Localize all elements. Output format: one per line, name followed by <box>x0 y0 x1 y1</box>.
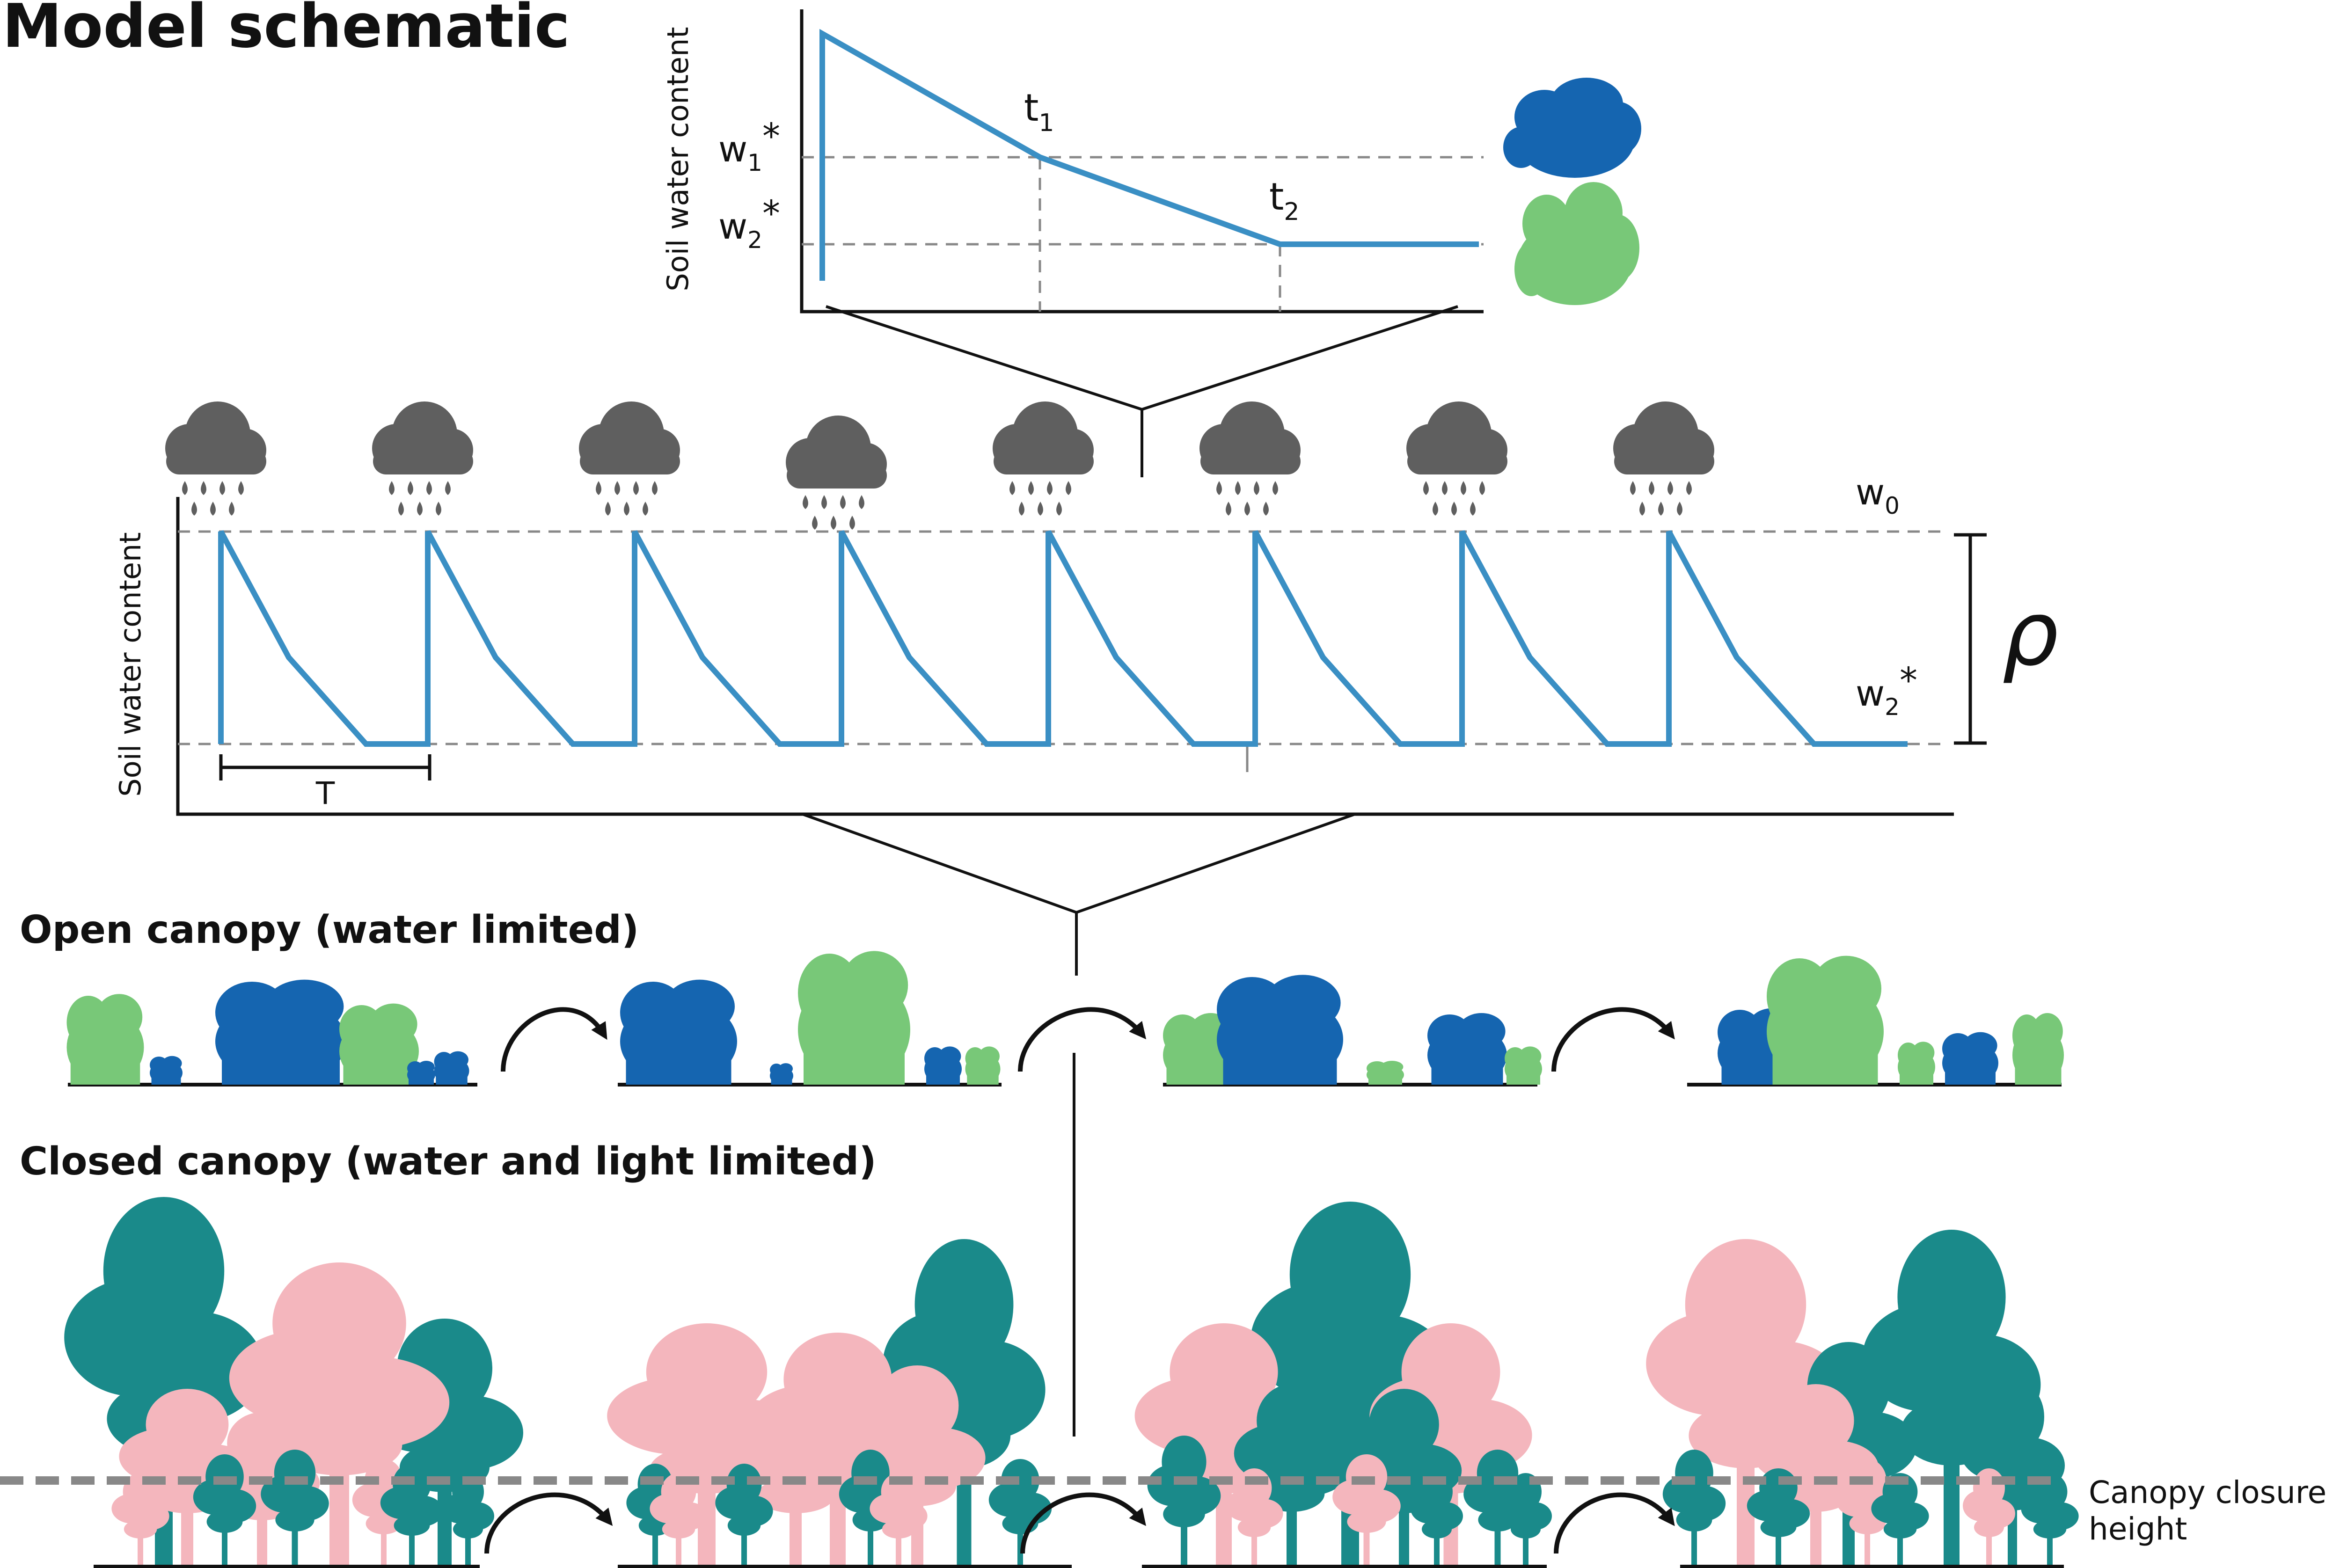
top-plot-t1-label: t1 <box>1024 86 1054 137</box>
shrub-icon <box>1505 1046 1542 1085</box>
rain-cloud-icon <box>1199 401 1301 516</box>
closed-canopy-heading: Closed canopy (water and light limited) <box>20 1139 877 1184</box>
shrub-icon <box>215 979 346 1085</box>
curved-arrow-icon <box>1551 1007 1675 1072</box>
middle-plot-y-axis-label: Soil water content <box>113 532 147 796</box>
shrub-icon <box>1942 1032 1998 1085</box>
tree-icon <box>2021 1473 2079 1567</box>
shrub-icon <box>150 1056 183 1085</box>
top-plot-w2-label: w2* <box>718 192 780 254</box>
shrub-icon <box>434 1051 469 1085</box>
top-soil-water-plot: Soil water content w1* w2* t1 t2 <box>661 9 1641 314</box>
closed-canopy-row <box>64 1197 2079 1568</box>
shrub-icon <box>1217 975 1343 1085</box>
shrub-icon <box>1367 1061 1404 1085</box>
curved-arrow-icon <box>1554 1492 1675 1554</box>
tree-icon <box>1332 1454 1401 1567</box>
tree-icon <box>1747 1468 1810 1567</box>
light-green-shrub-icon <box>1514 182 1639 305</box>
rain-cloud-icon <box>1613 401 1714 516</box>
rain-cloud-icon <box>786 416 887 530</box>
rain-cloud-icon <box>165 401 266 516</box>
top-plot-w1-label: w1* <box>718 115 780 176</box>
shrub-icon <box>924 1046 962 1085</box>
open-canopy-heading: Open canopy (water limited) <box>20 908 639 952</box>
shrub-icon <box>1767 955 1884 1085</box>
tree-icon <box>193 1454 256 1567</box>
tree-icon <box>1147 1436 1221 1567</box>
top-plot-t2-label: t2 <box>1269 175 1299 226</box>
canopy-closure-label: Canopy closure height <box>2089 1474 2326 1547</box>
curved-arrow-icon <box>1020 1492 1146 1554</box>
middle-plot-w2-label: w2* <box>1856 659 1917 721</box>
tree-icon <box>1411 1473 1463 1567</box>
period-label: T <box>315 775 335 811</box>
shrub-icon <box>965 1046 1001 1085</box>
middle-plot-w0-label: w0 <box>1856 471 1900 519</box>
shrub-icon <box>1898 1042 1935 1085</box>
rain-cloud-icon <box>993 401 1094 516</box>
shrub-icon <box>798 951 910 1085</box>
tree-icon <box>229 1262 450 1567</box>
rain-cloud-icon <box>1406 401 1507 516</box>
rain-clouds <box>165 401 1714 530</box>
shrub-icon <box>339 1003 419 1085</box>
middle-plot-sawtooth-curve <box>218 530 1908 747</box>
shrub-icon <box>1427 1013 1507 1085</box>
open-canopy-row <box>66 951 2064 1087</box>
tree-icon <box>1646 1239 1845 1567</box>
shrub-icon <box>2012 1013 2064 1085</box>
dark-blue-shrub-icon <box>1503 78 1641 178</box>
top-plot-axes <box>800 9 1484 314</box>
curved-arrow-icon <box>501 1007 607 1072</box>
shrub-icon <box>770 1063 793 1085</box>
top-plot-drydown-curve <box>819 29 1479 281</box>
top-zoom-connector <box>826 305 1458 477</box>
tree-icon <box>1963 1468 2015 1567</box>
tree-icon <box>650 1473 708 1567</box>
rho-label: ρ <box>2002 582 2059 686</box>
curved-arrow-icon <box>484 1492 613 1554</box>
tree-icon <box>1662 1450 1726 1567</box>
top-plot-y-axis-label: Soil water content <box>661 27 695 291</box>
shrub-icon <box>66 994 144 1085</box>
rain-cloud-icon <box>372 401 473 516</box>
rain-cloud-icon <box>579 401 680 516</box>
curved-arrow-icon <box>1018 1007 1147 1072</box>
figure-title: Model schematic <box>2 0 570 61</box>
tree-icon <box>715 1464 773 1567</box>
period-bracket <box>219 754 431 780</box>
rho-range-bracket <box>1954 533 1987 745</box>
shrub-icon <box>620 979 737 1085</box>
middle-plot-axes <box>176 497 1954 816</box>
middle-zoom-connector <box>802 813 1355 976</box>
shrub-icon <box>407 1061 435 1085</box>
middle-soil-water-plot: Soil water content w0 w2* ρ T <box>113 401 2059 816</box>
